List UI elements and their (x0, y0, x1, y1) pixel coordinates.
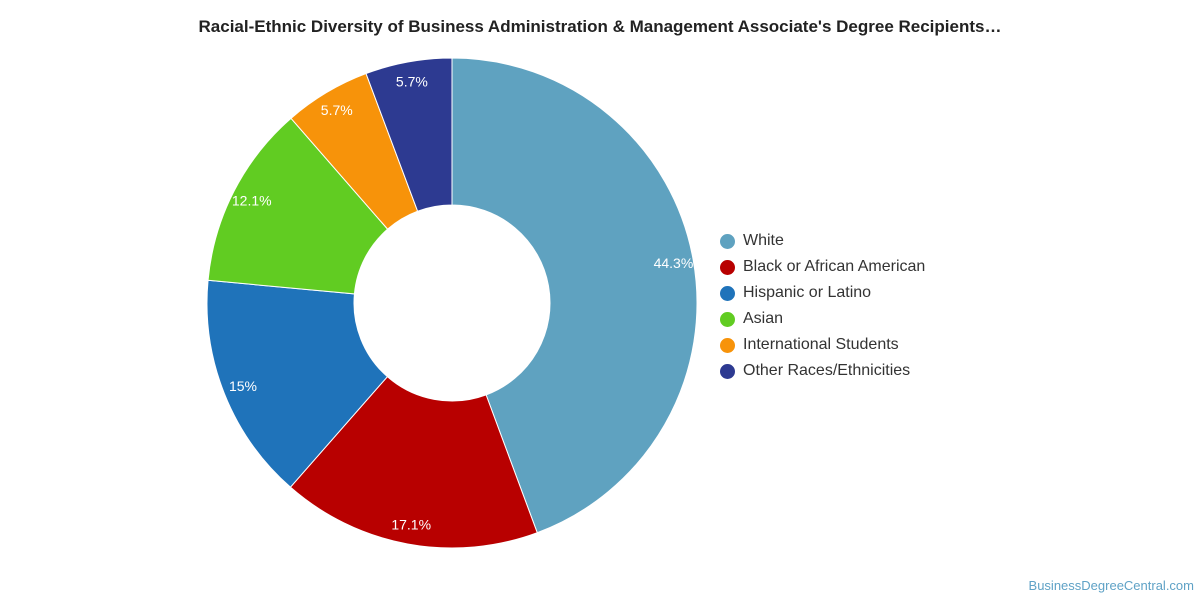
legend-label: Other Races/Ethnicities (743, 362, 911, 379)
slice-2 (206, 279, 389, 488)
slice-label-3: 12.1% (232, 192, 272, 208)
slice-3 (207, 117, 389, 295)
watermark: BusinessDegreeCentral.com (1028, 578, 1194, 593)
chart-legend: White Black or African American Hispanic o… (720, 228, 925, 384)
slice-label-5: 5.7% (396, 74, 428, 90)
slice-label-4: 5.7% (321, 102, 353, 118)
slice-label-2: 15% (229, 378, 257, 394)
legend-label: International Students (743, 336, 899, 353)
legend-dot-icon (720, 259, 735, 275)
legend-dot-icon (720, 337, 735, 353)
legend-item-2[interactable]: Hispanic or Latino (720, 280, 925, 306)
legend-item-3[interactable]: Asian (720, 306, 925, 332)
slice-label-1: 17.1% (391, 516, 431, 532)
slice-1 (289, 375, 538, 549)
legend-label: Asian (743, 310, 784, 327)
legend-dot-icon (720, 311, 735, 327)
slice-5 (365, 57, 453, 212)
slice-0 (451, 57, 698, 534)
legend-item-4[interactable]: International Students (720, 332, 925, 358)
legend-item-5[interactable]: Other Races/Ethnicities (720, 358, 925, 384)
legend-item-1[interactable]: Black or African American (720, 254, 925, 280)
chart-title: Racial-Ethnic Diversity of Business Admi… (198, 17, 1002, 36)
legend-label: White (743, 232, 784, 249)
legend-dot-icon (720, 285, 735, 301)
legend-label: Hispanic or Latino (743, 284, 872, 301)
legend-item-0[interactable]: White (720, 228, 925, 254)
legend-label: Black or African American (743, 258, 926, 275)
slice-label-0: 44.3% (654, 255, 694, 271)
legend-dot-icon (720, 233, 735, 249)
legend-dot-icon (720, 363, 735, 379)
